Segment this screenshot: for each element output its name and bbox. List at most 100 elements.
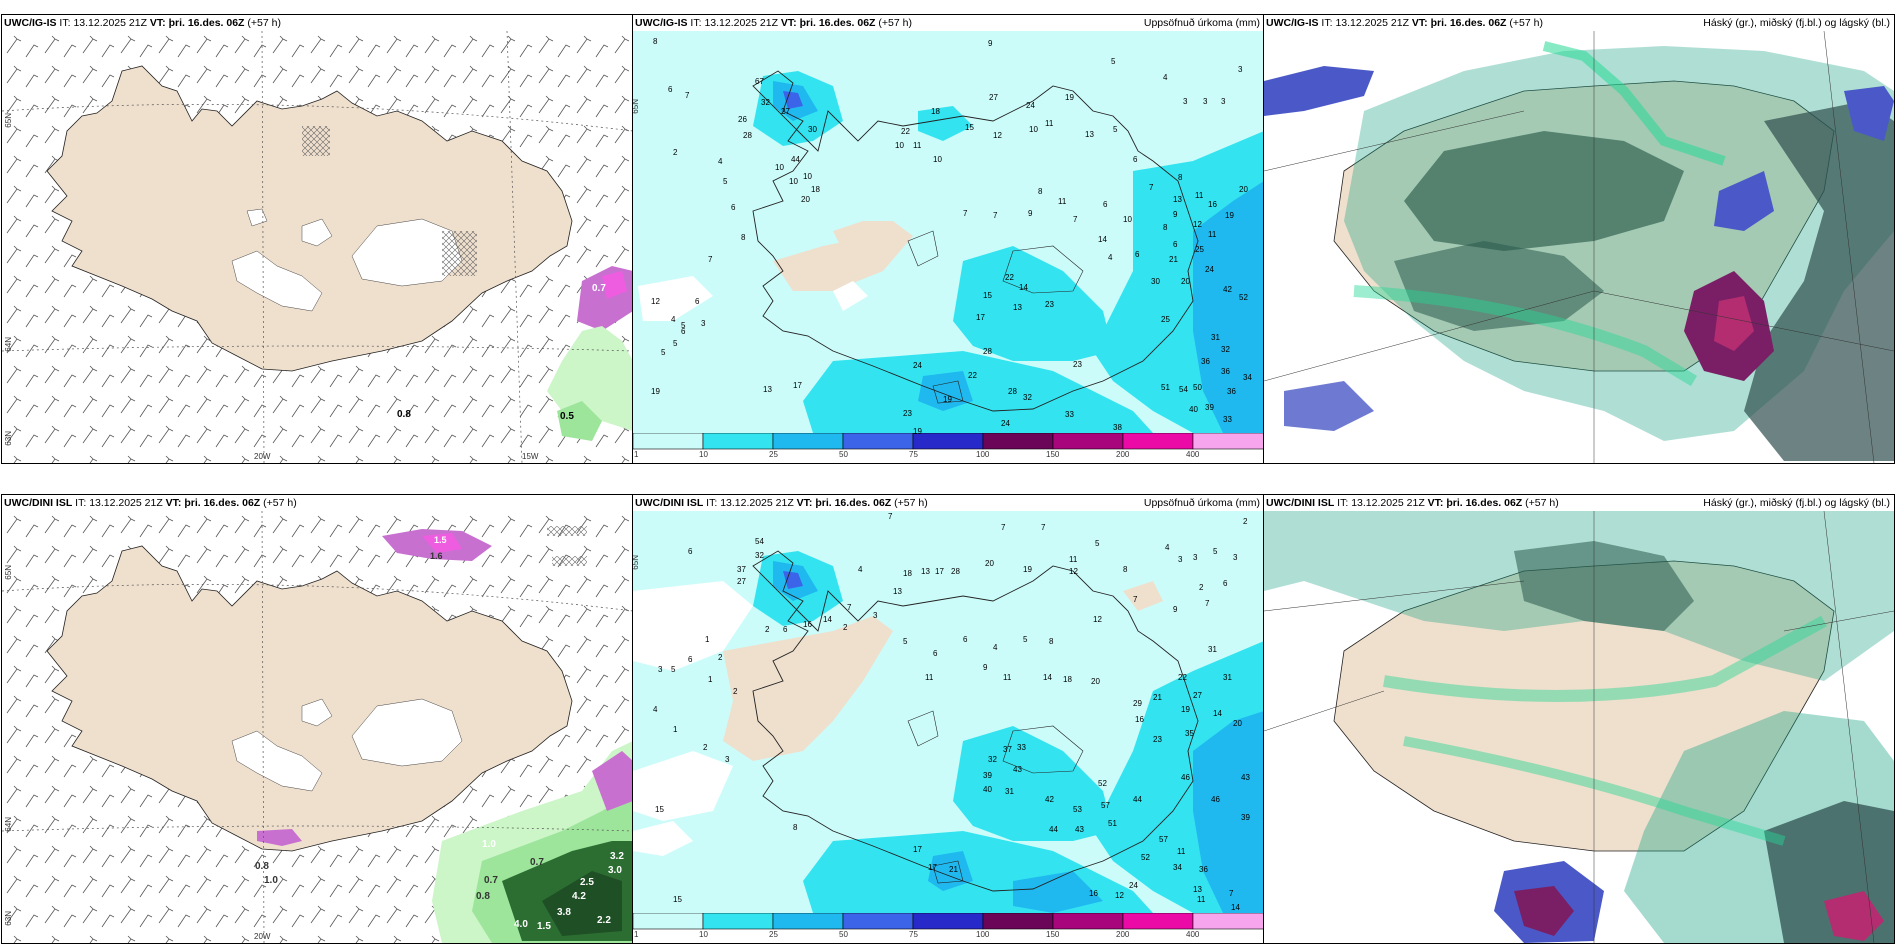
panel-title: UWC/DINI ISL IT: 13.12.2025 21Z VT: þri.… [4,497,297,509]
precip-value: 11 [1195,191,1204,200]
precip-value: 39 [1241,813,1250,822]
precip-value: 3 [1238,65,1243,74]
precip-value: 2 [765,625,770,634]
precip-value: 6 [1133,155,1138,164]
precip-value: 31 [1211,333,1220,342]
precip-value: 6 [963,635,968,644]
precip-value: 6 [688,655,693,664]
precip-value: 9 [1173,605,1178,614]
precip-value: 21 [1169,255,1178,264]
precip-value: 23 [1073,360,1082,369]
precip-value: 8 [1049,637,1054,646]
precip-value: 19 [1065,93,1074,102]
precip-value: 43 [1241,773,1250,782]
colorbar-tick: 50 [839,930,848,939]
precip-value: 24 [913,361,922,370]
precip-value: 2 [718,653,723,662]
lat-label: 65N [4,113,13,128]
precip-value: 13 [893,587,902,596]
precip-value: 1 [708,675,713,684]
colorbar-tick: 25 [769,450,778,459]
precip-value: 5 [661,348,666,357]
colorbar-tick: 200 [1116,450,1130,459]
colorbar: 1 10 25 50 75 100 150 200 400 [633,913,1264,943]
precip-value: 18 [931,107,940,116]
panel-igis-wind: UWC/IG-IS IT: 13.12.2025 21Z VT: þri. 16… [1,14,634,464]
value-label: 0.8 [476,891,490,902]
lat-label: 63N [4,911,13,926]
precip-value: 10 [1123,215,1132,224]
precip-value: 12 [1193,220,1202,229]
precip-value: 20 [1233,719,1242,728]
precip-value: 36 [1221,367,1230,376]
panel-variable: Háský (gr.), miðský (fj.bl.) og lágský (… [1703,17,1890,29]
precip-value: 7 [1041,523,1046,532]
precip-value: 12 [651,297,660,306]
precip-value: 34 [1243,373,1252,382]
precip-value: 7 [1001,523,1006,532]
precip-value: 52 [1098,779,1107,788]
precip-value: 43 [1013,765,1022,774]
precip-value: 15 [965,123,974,132]
precip-value: 67 [755,77,764,86]
wind-map [2,31,633,463]
precip-value: 11 [1003,673,1012,682]
value-label: 2.2 [597,915,611,926]
precip-value: 2 [843,623,848,632]
precip-value: 5 [903,637,908,646]
precip-value: 3 [1203,97,1208,106]
precip-value: 27 [781,107,790,116]
precip-value: 8 [1178,173,1183,182]
precip-value: 6 [1135,250,1140,259]
precip-value: 6 [688,547,693,556]
precip-value: 35 [1185,729,1194,738]
precip-value: 16 [1089,889,1098,898]
precip-value: 6 [1173,240,1178,249]
precip-map-svg [633,31,1264,433]
precip-value: 23 [903,409,912,418]
precip-value: 27 [737,577,746,586]
lon-label: 20W [254,932,271,941]
precip-value: 12 [1069,567,1078,576]
lat-label: 65N [4,565,13,580]
precip-value: 19 [1181,705,1190,714]
panel-title: UWC/IG-IS IT: 13.12.2025 21Z VT: þri. 16… [4,17,281,29]
precip-value: 36 [1227,387,1236,396]
lon-label: 20W [254,452,271,461]
precip-value: 19 [913,427,922,436]
colorbar-tick: 150 [1046,450,1060,459]
precip-value: 31 [1005,787,1014,796]
precip-value: 8 [1163,223,1168,232]
colorbar-tick: 10 [699,930,708,939]
precip-value: 32 [988,755,997,764]
precip-value: 44 [1133,795,1142,804]
precip-value: 12 [1093,615,1102,624]
precip-value: 5 [673,339,678,348]
panel-dini-clouds: UWC/DINI ISL IT: 13.12.2025 21Z VT: þri.… [1263,494,1895,944]
precip-value: 3 [1233,553,1238,562]
precip-value: 19 [1225,211,1234,220]
precip-value: 36 [1199,865,1208,874]
precip-value: 24 [1205,265,1214,274]
panel-igis-clouds: UWC/IG-IS IT: 13.12.2025 21Z VT: þri. 16… [1263,14,1895,464]
precip-value: 16 [1135,715,1144,724]
lat-label: 63N [4,431,13,446]
value-label: 2.5 [580,877,594,888]
colorbar-tick: 100 [976,930,990,939]
precip-value: 2 [1243,517,1248,526]
value-label: 1.0 [482,839,496,850]
value-label: 3.0 [608,865,622,876]
cloud-map [1264,31,1894,463]
precip-value: 7 [1149,183,1154,192]
precip-value: 27 [989,93,998,102]
precip-value: 5 [723,177,728,186]
precip-value: 31 [1223,673,1232,682]
precip-value: 14 [1019,283,1028,292]
precip-value: 13 [921,567,930,576]
precip-value: 28 [743,131,752,140]
precip-value: 15 [673,895,682,904]
precip-value: 6 [681,327,686,336]
lon-label: 15W [522,452,539,461]
precip-value: 11 [925,673,934,682]
precip-value: 21 [949,865,958,874]
